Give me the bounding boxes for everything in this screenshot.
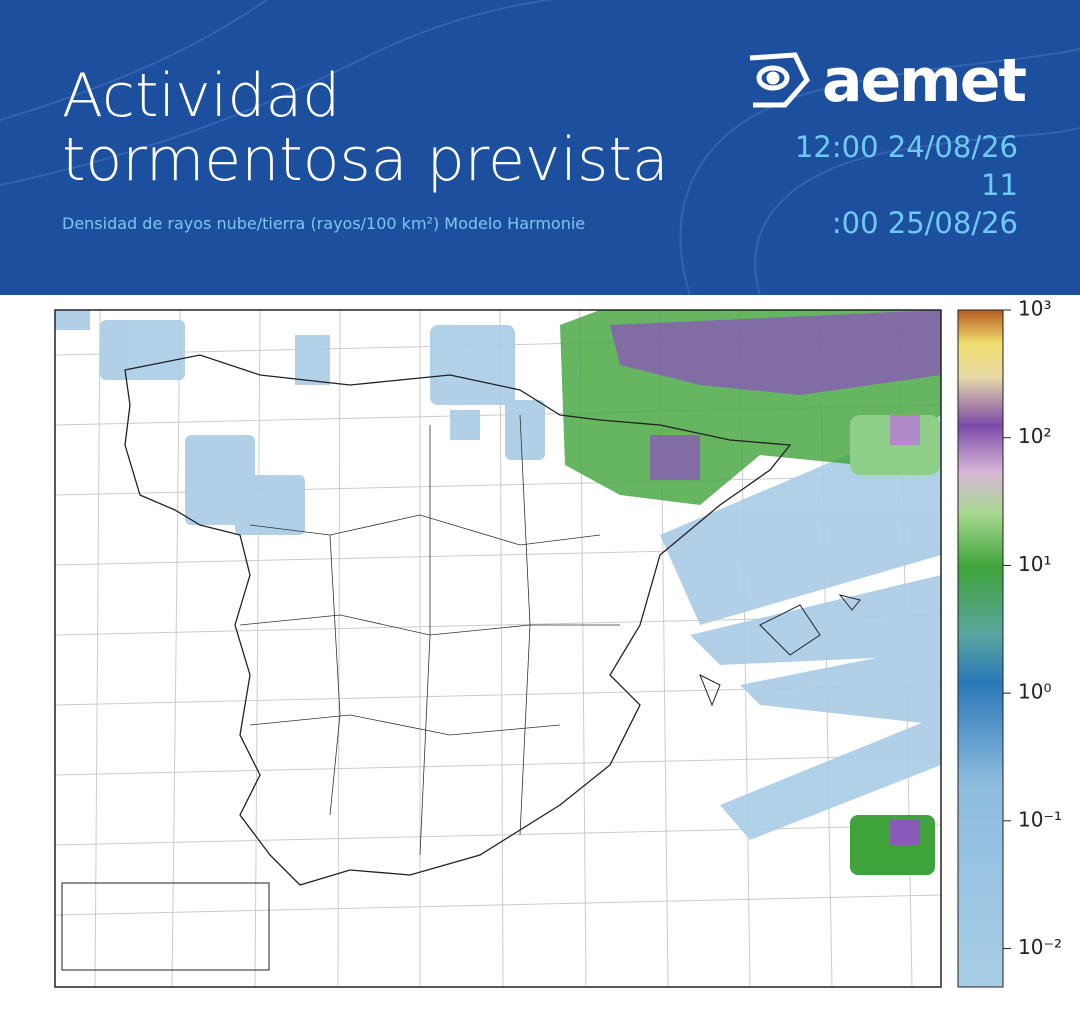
- time: 11: [981, 168, 1018, 202]
- colorbar-tick-label: 10⁻¹: [1018, 807, 1062, 831]
- logo: aemet: [822, 46, 1027, 116]
- time: 12:00 24/08/26: [794, 130, 1018, 164]
- header: Actividad tormentosa prevista Densidad d…: [0, 0, 1080, 295]
- time: :00 25/08/26: [831, 206, 1018, 240]
- graticule: [55, 310, 941, 987]
- iberia-outline: [124, 354, 792, 886]
- subtitle: Densidad de rayos nube/tierra (rayos/100…: [62, 214, 586, 233]
- high-density: [560, 310, 941, 875]
- canary-inset: [61, 882, 270, 971]
- title-line: tormentosa prevista: [62, 125, 669, 195]
- colorbar-tick-label: 10³: [1018, 297, 1051, 321]
- islands: [699, 594, 861, 707]
- province-borders: [239, 414, 620, 856]
- map-figure: 10³ 10² 10¹ 10⁰ 10⁻¹ 10⁻²: [54, 297, 1062, 988]
- colorbar: [957, 309, 1004, 988]
- header-contours: [0, 0, 1080, 295]
- map-frame: [54, 309, 942, 988]
- low-density: [55, 310, 941, 840]
- colorbar-tick-label: 10⁰: [1018, 680, 1051, 704]
- colorbar-tick-label: 10²: [1018, 424, 1051, 448]
- colorbar-tick-label: 10¹: [1018, 552, 1051, 576]
- logo-icon: [749, 52, 810, 108]
- colorbar-tick-label: 10⁻²: [1018, 935, 1062, 959]
- title-line: Actividad: [62, 61, 341, 131]
- map: [55, 310, 941, 987]
